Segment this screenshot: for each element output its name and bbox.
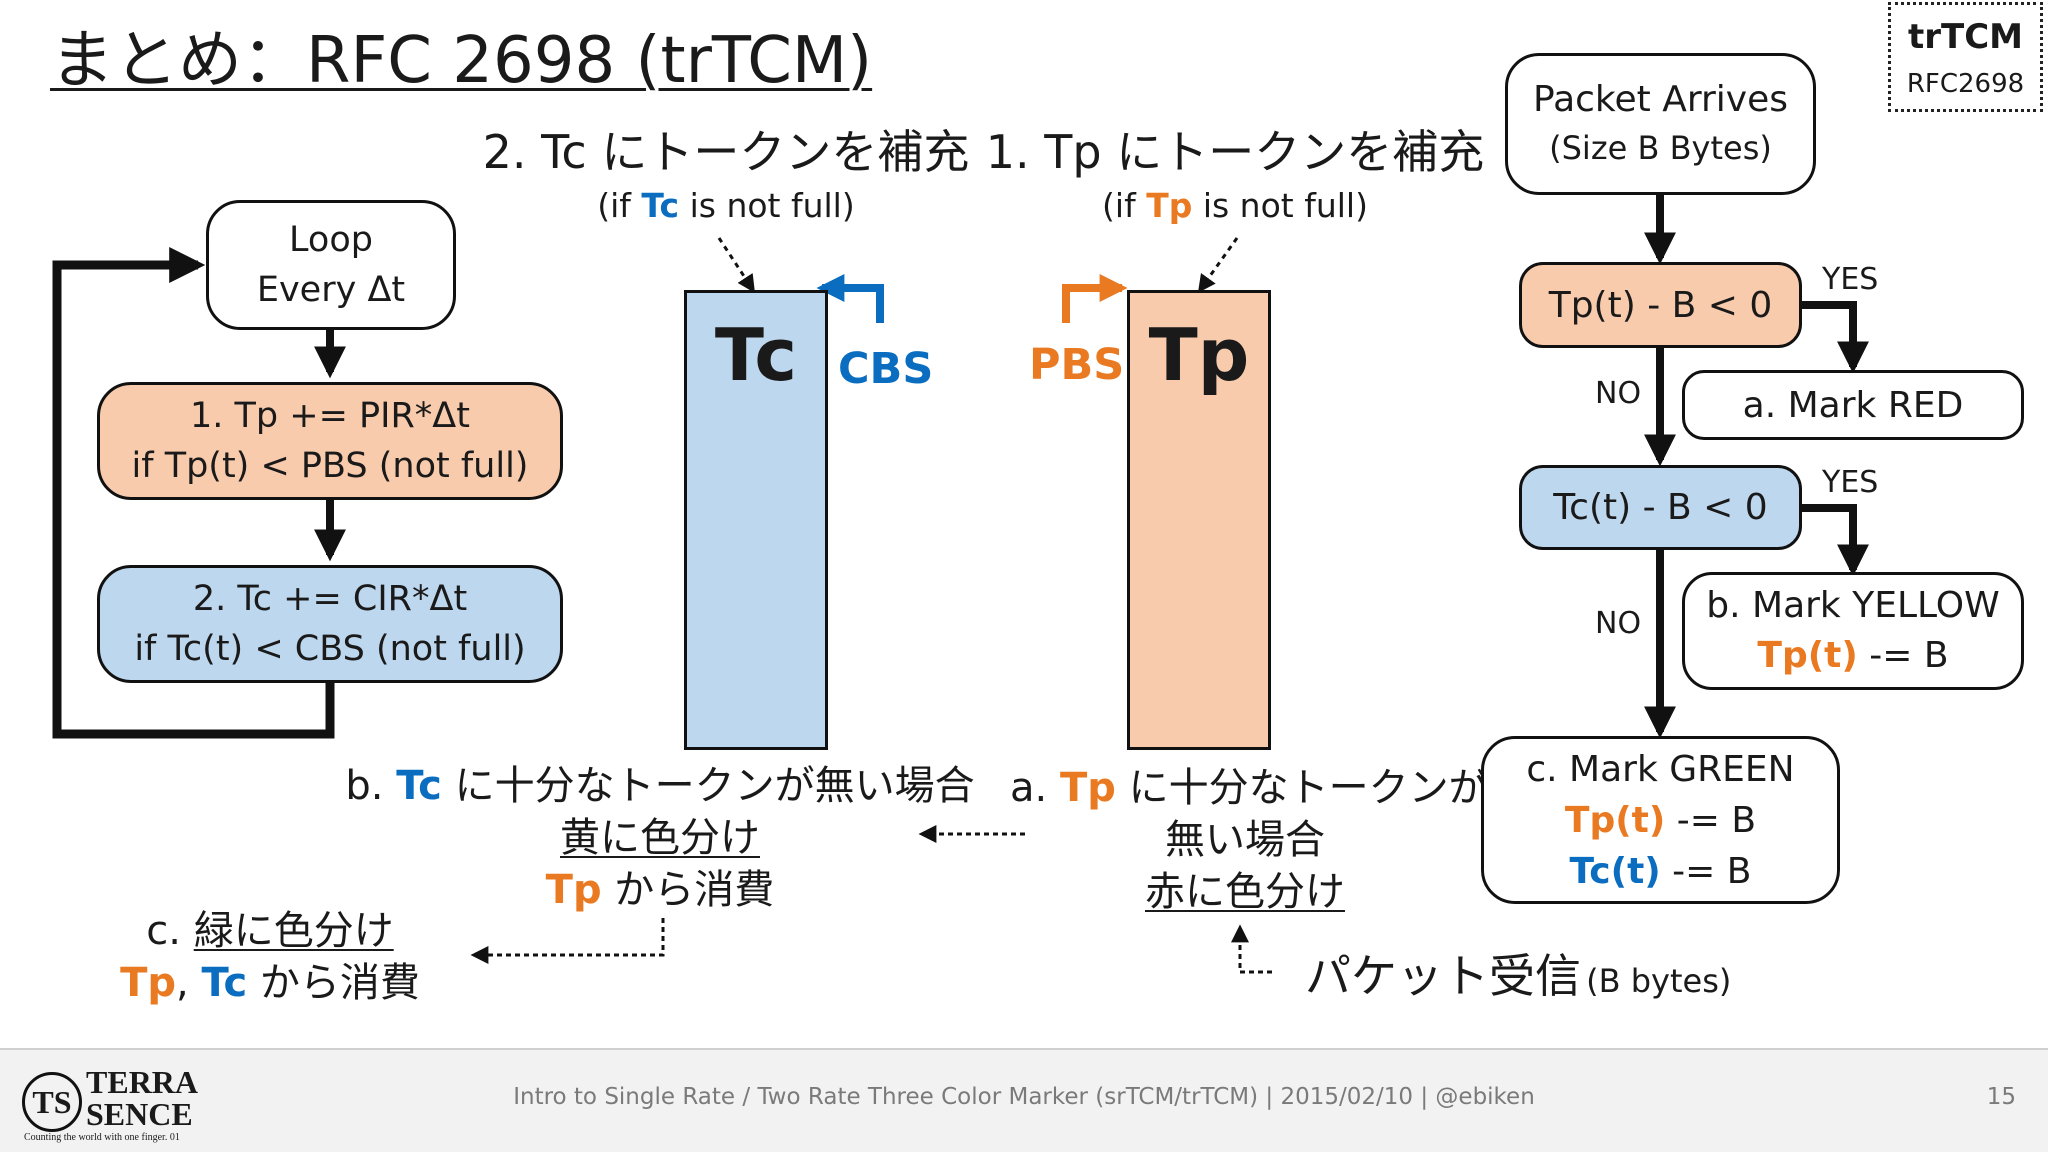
packet-arrives-line1: Packet Arrives <box>1532 79 1789 120</box>
terrasence-logo: TS TERRA SENCE Counting the world with o… <box>22 1064 202 1144</box>
refill-tp-box: 1. Tp += PIR*Δt if Tp(t) < PBS (not full… <box>97 382 563 500</box>
tp-refill-heading: 1. Tp にトークンを補充 <box>985 125 1485 179</box>
note-a-line1: a. Tp に十分なトークンが <box>1010 765 1489 811</box>
note-b-line1: b. Tc に十分なトークンが無い場合 <box>345 763 975 809</box>
mark-yellow-line2: Tp(t) -= B <box>1757 635 1949 676</box>
note-b-line2: 黄に色分け <box>560 815 760 861</box>
tc-refill-condition: (if Tc is not full) <box>597 186 855 225</box>
tp-refill-condition: (if Tp is not full) <box>1102 186 1368 225</box>
packet-arrives-line2: (Size B Bytes) <box>1549 129 1772 167</box>
logo-tagline: Counting the world with one finger. 01 <box>24 1132 180 1143</box>
tc-check-box: Tc(t) - B < 0 <box>1519 465 1802 550</box>
mark-green-line1: c. Mark GREEN <box>1526 748 1795 790</box>
page-number: 15 <box>1986 1084 2016 1110</box>
tp-bucket-label: Tp <box>1148 313 1250 397</box>
no-label-1: NO <box>1595 376 1642 411</box>
mark-yellow-box: b. Mark YELLOW Tp(t) -= B <box>1682 572 2024 690</box>
note-arrows <box>470 825 1272 974</box>
tc-name: Tc <box>641 186 680 225</box>
mark-green-box: c. Mark GREEN Tp(t) -= B Tc(t) -= B <box>1481 736 1840 904</box>
page-title: まとめ：RFC 2698 (trTCM) <box>50 24 873 98</box>
refill-tc-line2: if Tc(t) < CBS (not full) <box>134 629 526 669</box>
packet-receive-size: (B bytes) <box>1586 962 1732 1000</box>
loop-box-line2: Every Δt <box>256 270 406 310</box>
pbs-label: PBS <box>1029 340 1125 390</box>
footer-bar: TS TERRA SENCE Counting the world with o… <box>0 1048 2048 1152</box>
packet-receive-note: パケット受信 (B bytes) <box>1305 940 1731 1006</box>
cbs-label: CBS <box>838 344 934 394</box>
tp-bucket: Tp <box>1127 290 1271 750</box>
note-c: c. 緑に色分け Tp, Tc から消費 <box>110 905 430 1009</box>
loop-box: Loop Every Δt <box>206 200 456 330</box>
note-a-line2: 無い場合 <box>1165 817 1325 863</box>
mark-green-line3: Tc(t) -= B <box>1569 850 1752 892</box>
tc-bucket: Tc <box>684 290 828 750</box>
bucket-arrows <box>717 237 1239 323</box>
badge-title: trTCM <box>1908 17 2023 57</box>
loop-box-line1: Loop <box>289 220 373 260</box>
tc-refill-heading: 2. Tc にトークンを補充 <box>482 125 970 179</box>
refill-tp-line2: if Tp(t) < PBS (not full) <box>131 446 529 486</box>
packet-receive-label: パケット受信 <box>1305 949 1581 1003</box>
logo-text-terra: TERRA <box>86 1064 199 1100</box>
yes-label-1: YES <box>1822 262 1879 297</box>
note-b: b. Tc に十分なトークンが無い場合 黄に色分け Tp から消費 <box>340 760 980 916</box>
mark-yellow-line1: b. Mark YELLOW <box>1706 585 2000 626</box>
loop-arrows <box>52 247 346 739</box>
tp-name: Tp <box>1146 186 1193 225</box>
note-c-line2: Tp, Tc から消費 <box>120 960 420 1006</box>
refill-tc-box: 2. Tc += CIR*Δt if Tc(t) < CBS (not full… <box>97 565 563 683</box>
note-c-line1: c. 緑に色分け <box>146 908 394 954</box>
refill-tp-line1: 1. Tp += PIR*Δt <box>190 396 470 436</box>
footer-text: Intro to Single Rate / Two Rate Three Co… <box>513 1084 1535 1110</box>
note-a-line3: 赤に色分け <box>1145 869 1345 915</box>
logo-ts-mark: TS <box>22 1072 82 1132</box>
refill-tc-line1: 2. Tc += CIR*Δt <box>192 579 468 619</box>
note-a: a. Tp に十分なトークンが 無い場合 赤に色分け <box>1010 762 1489 918</box>
no-label-2: NO <box>1595 606 1642 641</box>
badge-subtitle: RFC2698 <box>1906 69 2025 99</box>
packet-arrives-box: Packet Arrives (Size B Bytes) <box>1505 53 1816 195</box>
mark-green-line2: Tp(t) -= B <box>1564 799 1757 841</box>
yes-label-2: YES <box>1822 465 1879 500</box>
flow-arrows <box>1644 195 1869 739</box>
note-b-line3: Tp から消費 <box>545 867 775 913</box>
trtcm-badge: trTCM RFC2698 <box>1888 2 2043 112</box>
logo-text-sence: SENCE <box>86 1096 193 1132</box>
tp-check-box: Tp(t) - B < 0 <box>1519 262 1802 348</box>
tc-bucket-label: Tc <box>714 313 798 397</box>
mark-red-box: a. Mark RED <box>1682 370 2024 440</box>
